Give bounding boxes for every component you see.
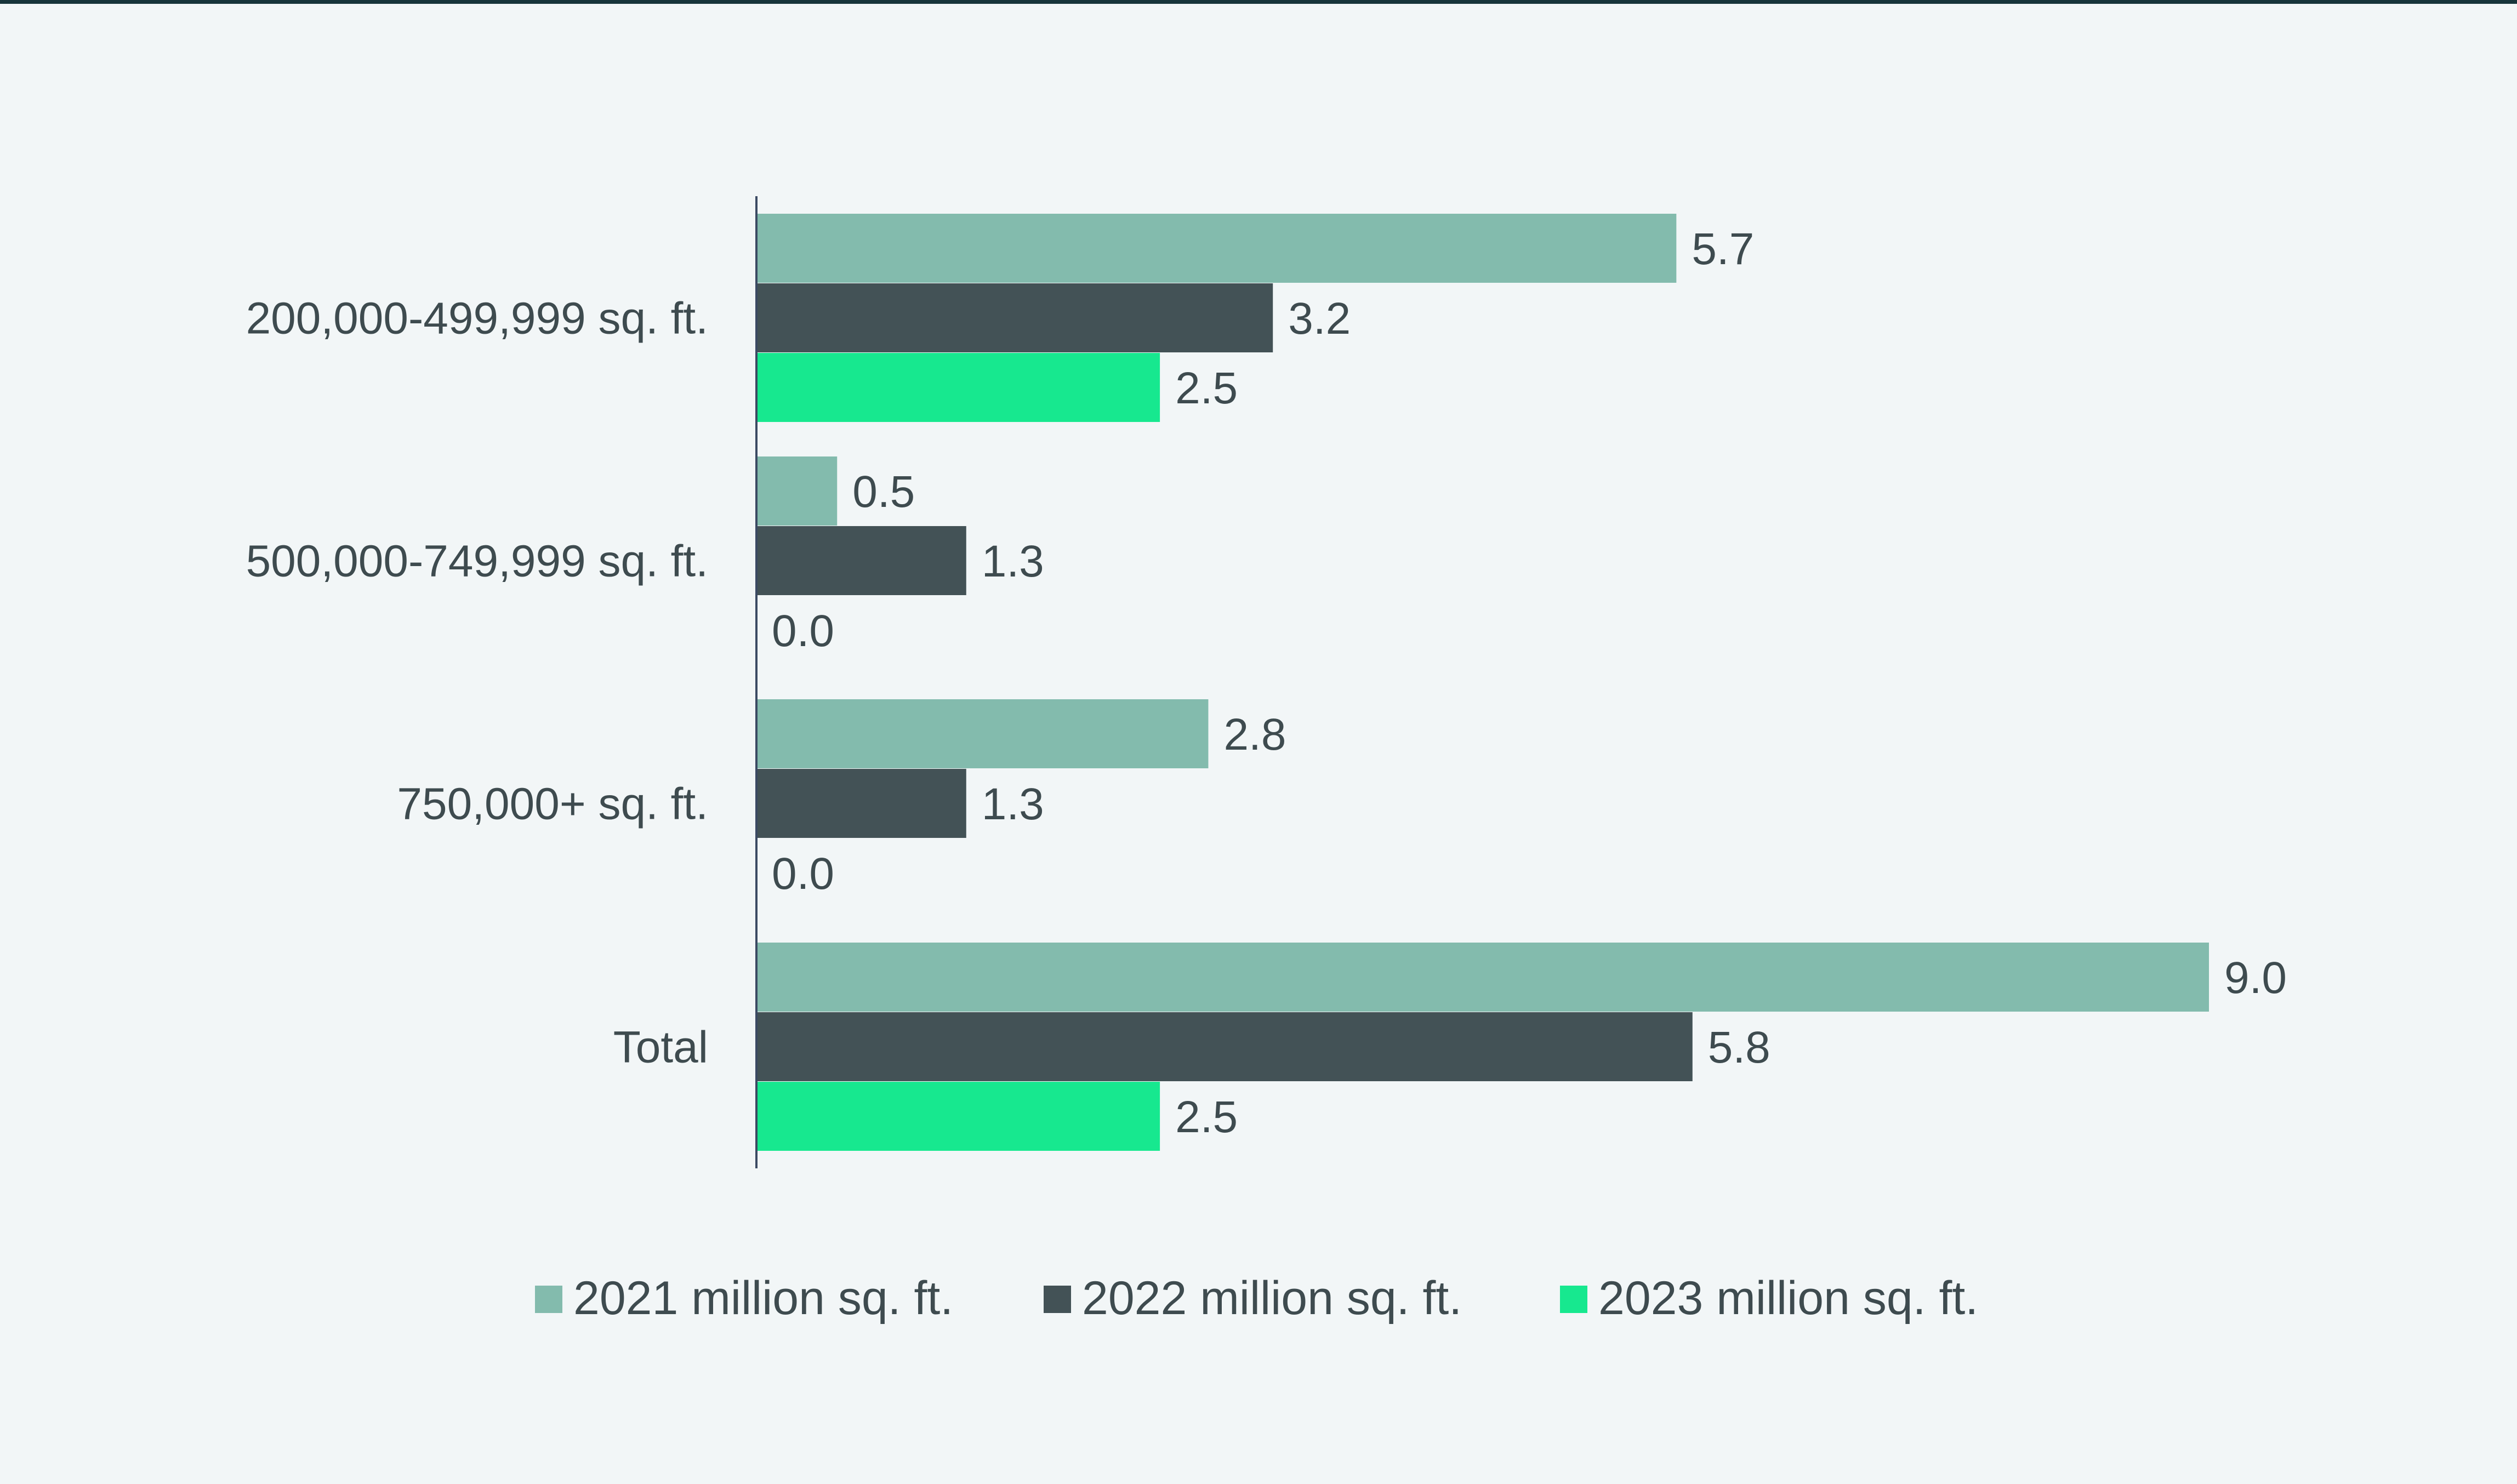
data-label: 1.3 [982, 536, 1044, 586]
data-label: 0.0 [772, 606, 834, 656]
bar-1-1 [756, 214, 1677, 283]
category-label: Total [613, 1023, 708, 1072]
value-labels-group: 5.7 3.2 2.5 0.5 1.3 0.0 2.8 1.3 0.0 9.0 5.8 2.5 [772, 224, 2287, 1142]
bar-2-1 [756, 283, 1273, 352]
legend-label: 2022 million sq. ft. [1082, 1272, 1462, 1325]
bar-1-2 [756, 456, 838, 526]
data-label: 1.3 [982, 779, 1044, 829]
bar-1-4 [756, 943, 2209, 1012]
bar-3-1 [756, 353, 1160, 422]
legend-swatch [1044, 1286, 1071, 1313]
category-label: 500,000-749,999 sq. ft. [246, 536, 708, 586]
category-label: 750,000+ sq. ft. [397, 779, 708, 829]
data-label: 9.0 [2224, 953, 2287, 1003]
data-label: 3.2 [1288, 294, 1351, 344]
legend-swatch [1560, 1286, 1587, 1313]
data-label: 0.5 [852, 467, 915, 517]
bar-2-3 [756, 769, 966, 838]
legend: 2021 million sq. ft. 2022 million sq. ft.… [535, 1272, 1978, 1325]
data-label: 2.5 [1175, 363, 1238, 413]
bar-2-4 [756, 1012, 1693, 1081]
category-label: 200,000-499,999 sq. ft. [246, 294, 708, 344]
top-rule [0, 0, 2517, 4]
legend-label: 2023 million sq. ft. [1598, 1272, 1978, 1325]
bars-group [756, 214, 2209, 1151]
bar-2-2 [756, 526, 966, 595]
category-labels-group: 200,000-499,999 sq. ft. 500,000-749,999 s… [246, 294, 708, 1072]
data-label: 0.0 [772, 849, 834, 899]
data-label: 2.8 [1223, 710, 1286, 760]
data-label: 2.5 [1175, 1092, 1238, 1142]
legend-label: 2021 million sq. ft. [573, 1272, 953, 1325]
bar-1-3 [756, 699, 1209, 768]
legend-swatch [535, 1286, 562, 1313]
data-label: 5.8 [1708, 1023, 1770, 1072]
data-label: 5.7 [1692, 224, 1754, 274]
bar-3-4 [756, 1082, 1160, 1151]
